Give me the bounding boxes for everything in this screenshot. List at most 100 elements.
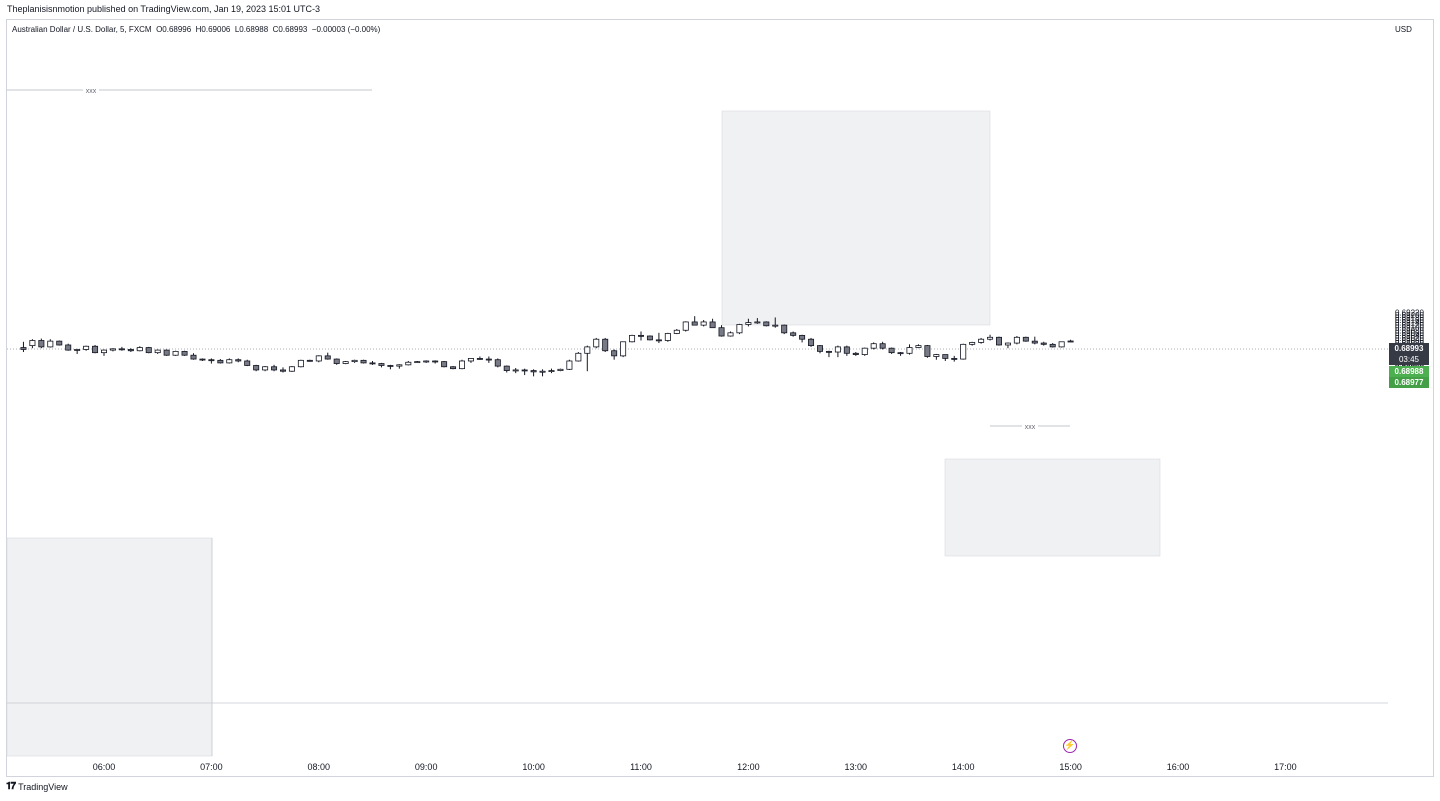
candle-body — [279, 369, 286, 372]
candle-body — [414, 361, 421, 364]
countdown-value: 03:45 — [1398, 355, 1420, 364]
candle — [109, 348, 116, 352]
candle-body — [861, 347, 868, 355]
candle-body — [163, 349, 170, 356]
candle — [539, 369, 546, 377]
candle-body — [172, 350, 179, 356]
candle-body — [879, 343, 886, 349]
candle — [145, 346, 152, 354]
candle — [101, 349, 108, 356]
tradingview-footer[interactable]: 𝟏𝟕 TradingView — [6, 781, 68, 792]
candle — [458, 359, 465, 370]
candle — [65, 343, 72, 351]
candle — [414, 360, 421, 364]
candle-body — [476, 358, 483, 360]
candle — [566, 359, 573, 370]
candle-body — [38, 340, 45, 348]
candle-body — [467, 358, 474, 362]
price-tick-label: 0.69160 — [1395, 316, 1424, 325]
candle-body — [190, 354, 197, 360]
candle-body — [83, 345, 90, 350]
candle-body — [745, 322, 752, 325]
candle — [808, 337, 815, 347]
price-tag-green-2: 0.68977 — [1389, 377, 1429, 388]
candle-body — [503, 365, 510, 371]
candle-body — [1013, 336, 1020, 344]
candle — [960, 343, 967, 360]
candle-body — [199, 358, 206, 361]
candle — [485, 356, 492, 363]
candle-body — [772, 324, 779, 327]
price-tick-label: 0.69180 — [1395, 313, 1424, 322]
flash-icon[interactable]: ⚡ — [1063, 739, 1077, 753]
candle — [351, 359, 358, 363]
candle — [763, 321, 770, 327]
candle-body — [664, 333, 671, 341]
candle-body — [1022, 336, 1029, 342]
price-tick-label: 0.69060 — [1395, 329, 1424, 338]
candle — [1067, 339, 1074, 343]
candle-body — [1049, 343, 1056, 348]
level-label-top-left: xxx — [86, 88, 97, 95]
candle-body — [584, 346, 591, 354]
candle-body — [906, 347, 913, 354]
price-tick-label: 0.69000 — [1395, 337, 1424, 346]
candle-body — [1040, 342, 1047, 345]
candle-body — [611, 350, 618, 357]
price-tick-label: 0.69100 — [1395, 324, 1424, 333]
candle-body — [825, 350, 832, 353]
candle-body — [315, 355, 322, 362]
candle-body — [978, 338, 985, 343]
candle — [1031, 336, 1038, 345]
candle-body — [530, 370, 537, 373]
candle — [387, 364, 394, 370]
candle — [315, 355, 322, 363]
candle — [396, 364, 403, 369]
candle-body — [682, 321, 689, 331]
candle — [646, 335, 653, 341]
candle-body — [244, 360, 251, 366]
candle — [56, 340, 63, 346]
candle — [691, 316, 698, 326]
candle-body — [432, 360, 439, 363]
candle — [843, 345, 850, 356]
candle — [441, 360, 448, 368]
candle-body — [235, 359, 242, 362]
candle-body — [897, 352, 904, 355]
legend-symbol: Australian Dollar / U.S. Dollar, 5, FXCM — [12, 25, 152, 34]
candle-body — [852, 352, 859, 355]
price-tick-label: 0.69080 — [1395, 326, 1424, 335]
candle-body — [1067, 340, 1074, 343]
legend-low: L0.68988 — [234, 25, 269, 34]
candle — [297, 359, 304, 368]
legend-high: H0.69006 — [195, 25, 231, 34]
candle-body — [933, 354, 940, 357]
candle-body — [136, 347, 143, 352]
candle-body — [754, 321, 761, 324]
price-tick-label: 0.69040 — [1395, 331, 1424, 340]
candle — [978, 337, 985, 344]
candle — [235, 358, 242, 363]
candle — [342, 360, 349, 365]
candle — [781, 324, 788, 335]
tradingview-brand: TradingView — [18, 781, 68, 792]
time-tick-label: 10:00 — [522, 762, 545, 772]
candle-body — [512, 369, 519, 372]
price-tag-green-1: 0.68988 — [1389, 366, 1429, 377]
candle-body — [638, 334, 645, 337]
level-label-bg-right — [1022, 422, 1038, 430]
time-tick-label: 15:00 — [1059, 762, 1082, 772]
currency-label[interactable]: USD — [1395, 25, 1412, 34]
candle — [29, 339, 36, 349]
time-tick-label: 09:00 — [415, 762, 438, 772]
zone-box-left — [6, 537, 213, 757]
candle-body — [485, 358, 492, 361]
candle-body — [20, 347, 27, 350]
candle — [1049, 343, 1056, 348]
candle-body — [387, 365, 394, 367]
candle-body — [208, 359, 215, 362]
candle-body — [405, 361, 412, 366]
price-tick-label: 0.69020 — [1395, 334, 1424, 343]
candle — [467, 358, 474, 363]
